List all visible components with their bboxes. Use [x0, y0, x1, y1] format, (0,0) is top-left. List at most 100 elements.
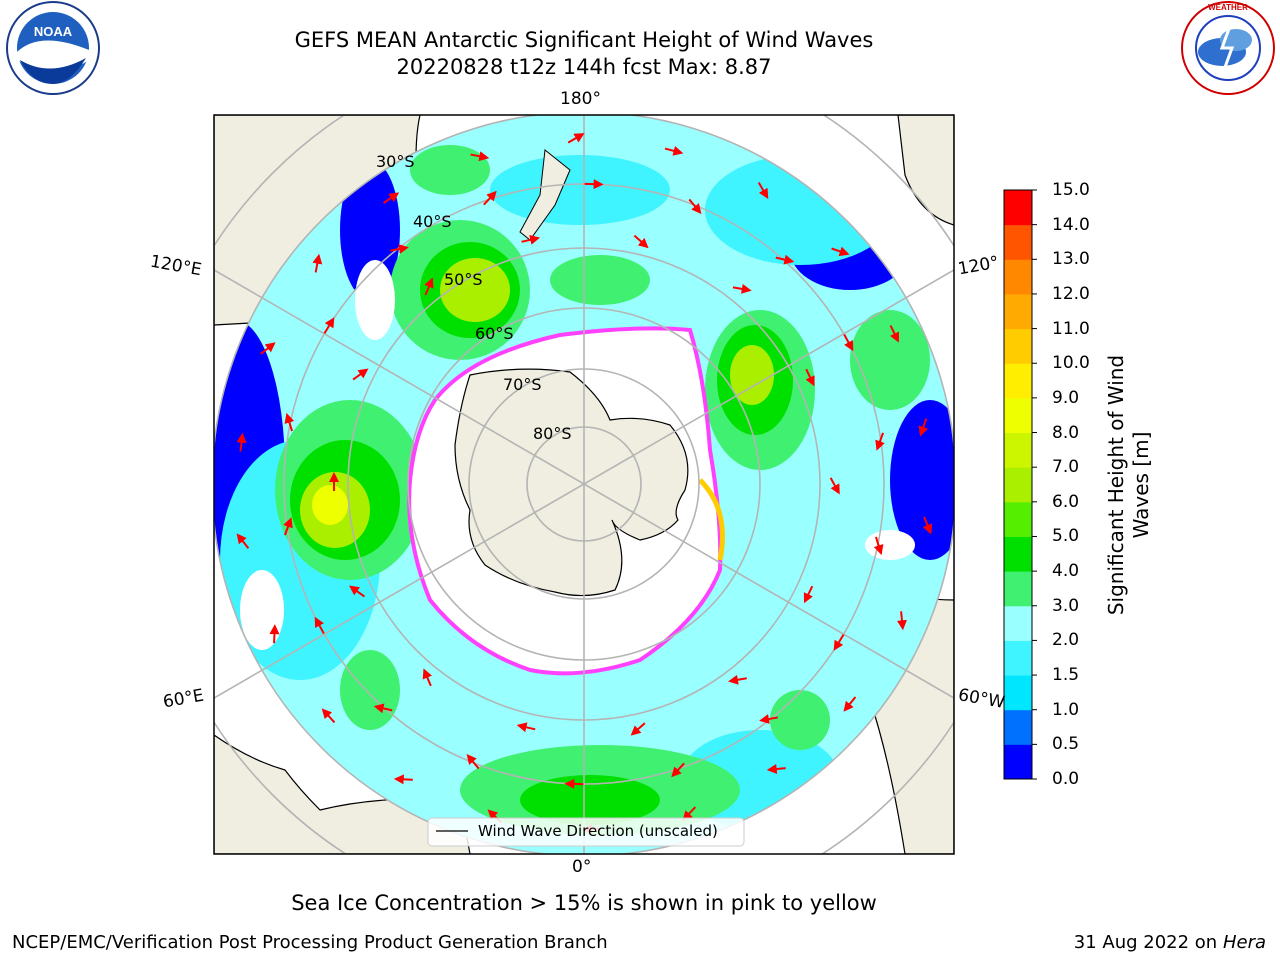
noaa-logo: NOAA — [6, 1, 100, 95]
wave-arrow — [688, 198, 702, 215]
colorbar-tick-label: 4.0 — [1052, 561, 1080, 582]
map-title: GEFS MEAN Antarctic Significant Height o… — [294, 28, 874, 52]
wave-arrow — [831, 246, 850, 257]
colorbar-tick-label: 12.0 — [1052, 283, 1090, 304]
graticule — [214, 115, 954, 854]
svg-text:WEATHER: WEATHER — [1208, 3, 1248, 12]
wave-arrow — [349, 585, 366, 598]
colorbar-segment — [1004, 190, 1032, 226]
map-subtitle: 20220828 t12z 144h fcst Max: 8.87 — [396, 55, 772, 79]
colorbar-frame — [1003, 189, 1033, 780]
colorbar-segment — [1004, 224, 1032, 260]
colorbar-tick-label: 8.0 — [1052, 422, 1080, 443]
footer-date: 31 Aug 2022 on Hera — [1073, 932, 1266, 953]
colorbar-tick-label: 3.0 — [1052, 595, 1080, 616]
wave-arrow — [236, 432, 247, 452]
lat-label-30s: 30°S — [376, 152, 415, 171]
wave-arrow — [896, 611, 907, 631]
wave-arrow — [833, 634, 845, 651]
antarctica — [454, 368, 689, 597]
colorbar-segment — [1004, 709, 1032, 745]
colorbar-tick-label: 15.0 — [1052, 180, 1090, 200]
lat-label-80s: 80°S — [533, 424, 572, 443]
wave-arrow — [633, 234, 649, 249]
sea-ice-note: Sea Ice Concentration > 15% is shown in … — [291, 891, 877, 915]
wave-arrow — [312, 253, 323, 273]
colorbar-tick-label: 1.5 — [1052, 665, 1080, 686]
wave-arrow — [424, 277, 434, 296]
lat-label-50s: 50°S — [444, 270, 483, 289]
wave-arrow — [766, 764, 786, 774]
colorbar-segment — [1004, 605, 1032, 641]
wave-arrow — [260, 342, 276, 355]
colorbar-segment — [1004, 328, 1032, 364]
colorbar-tick-label: 7.0 — [1052, 457, 1080, 478]
wave-arrow — [314, 616, 325, 634]
colorbar-tick-label: 10.0 — [1052, 353, 1090, 374]
colorbar-segment — [1004, 640, 1032, 676]
wave-arrow — [630, 722, 646, 736]
wave-arrow — [567, 133, 585, 144]
wave-arrow — [803, 585, 814, 604]
wave-arrow — [352, 368, 369, 381]
colorbar-tick-label: 1.0 — [1052, 699, 1080, 720]
colorbar-segment — [1004, 293, 1032, 330]
colorbar-segment — [1004, 467, 1032, 503]
wave-arrow — [236, 533, 250, 549]
colorbar-tick-label: 14.0 — [1052, 214, 1090, 235]
colorbar-segment — [1004, 363, 1032, 399]
wave-arrow — [283, 517, 293, 536]
map-legend — [427, 817, 745, 847]
colorbar — [1003, 189, 1037, 780]
nws-logo: WEATHER — [1181, 1, 1275, 95]
colorbar-tick-label: 0.0 — [1052, 769, 1080, 789]
wave-arrow — [759, 714, 778, 724]
colorbar-segment — [1004, 744, 1032, 780]
wave-arrow — [922, 516, 933, 535]
wave-arrow — [732, 283, 752, 294]
wave-arrow — [805, 368, 815, 387]
wave-arrow — [393, 774, 413, 785]
wave-arrow — [843, 334, 854, 352]
wave-arrow — [671, 762, 685, 778]
colorbar-segment — [1004, 536, 1032, 572]
colorbar-segment — [1004, 397, 1032, 434]
wave-arrow — [466, 753, 480, 770]
svg-text:NOAA: NOAA — [34, 24, 73, 39]
wave-arrow — [521, 234, 541, 245]
lat-label-60s: 60°S — [475, 324, 514, 343]
colorbar-tick-label: 6.0 — [1052, 491, 1080, 512]
wave-arrow — [775, 254, 795, 265]
wave-arrow — [390, 244, 409, 254]
wave-arrow — [889, 325, 899, 343]
wave-arrow — [321, 708, 336, 724]
wave-arrow — [682, 806, 697, 821]
colorbar-tick-label: 2.0 — [1052, 630, 1080, 651]
wave-arrow — [843, 696, 857, 712]
wave-arrow — [470, 151, 490, 162]
colorbar-segment — [1004, 259, 1032, 295]
colorbar-tick-label: 13.0 — [1052, 249, 1090, 270]
colorbar-segment — [1004, 501, 1032, 537]
lat-label-40s: 40°S — [413, 212, 452, 231]
colorbar-segment — [1004, 571, 1032, 607]
colorbar-label: Significant Height of Wind Waves [m] — [1104, 354, 1153, 616]
wave-arrow — [873, 536, 884, 556]
colorbar-tick-label: 0.5 — [1052, 734, 1080, 755]
lat-label-70s: 70°S — [503, 375, 542, 394]
wave-arrow — [269, 624, 280, 644]
wave-arrow — [284, 412, 295, 432]
lon-label-0: 0° — [572, 857, 592, 877]
colorbar-tick-label: 9.0 — [1052, 387, 1080, 408]
colorbar-tick-label: 11.0 — [1052, 318, 1090, 339]
wave-arrow — [323, 317, 335, 334]
wave-arrow — [664, 146, 684, 156]
footer-credit: NCEP/EMC/Verification Post Processing Pr… — [12, 932, 608, 953]
wave-direction-arrows — [236, 133, 933, 834]
wave-arrow — [918, 418, 929, 437]
wave-arrow — [483, 190, 497, 206]
wave-arrow — [382, 192, 400, 204]
colorbar-segment — [1004, 432, 1032, 468]
wave-arrow — [728, 674, 747, 685]
wave-arrow — [829, 477, 840, 495]
